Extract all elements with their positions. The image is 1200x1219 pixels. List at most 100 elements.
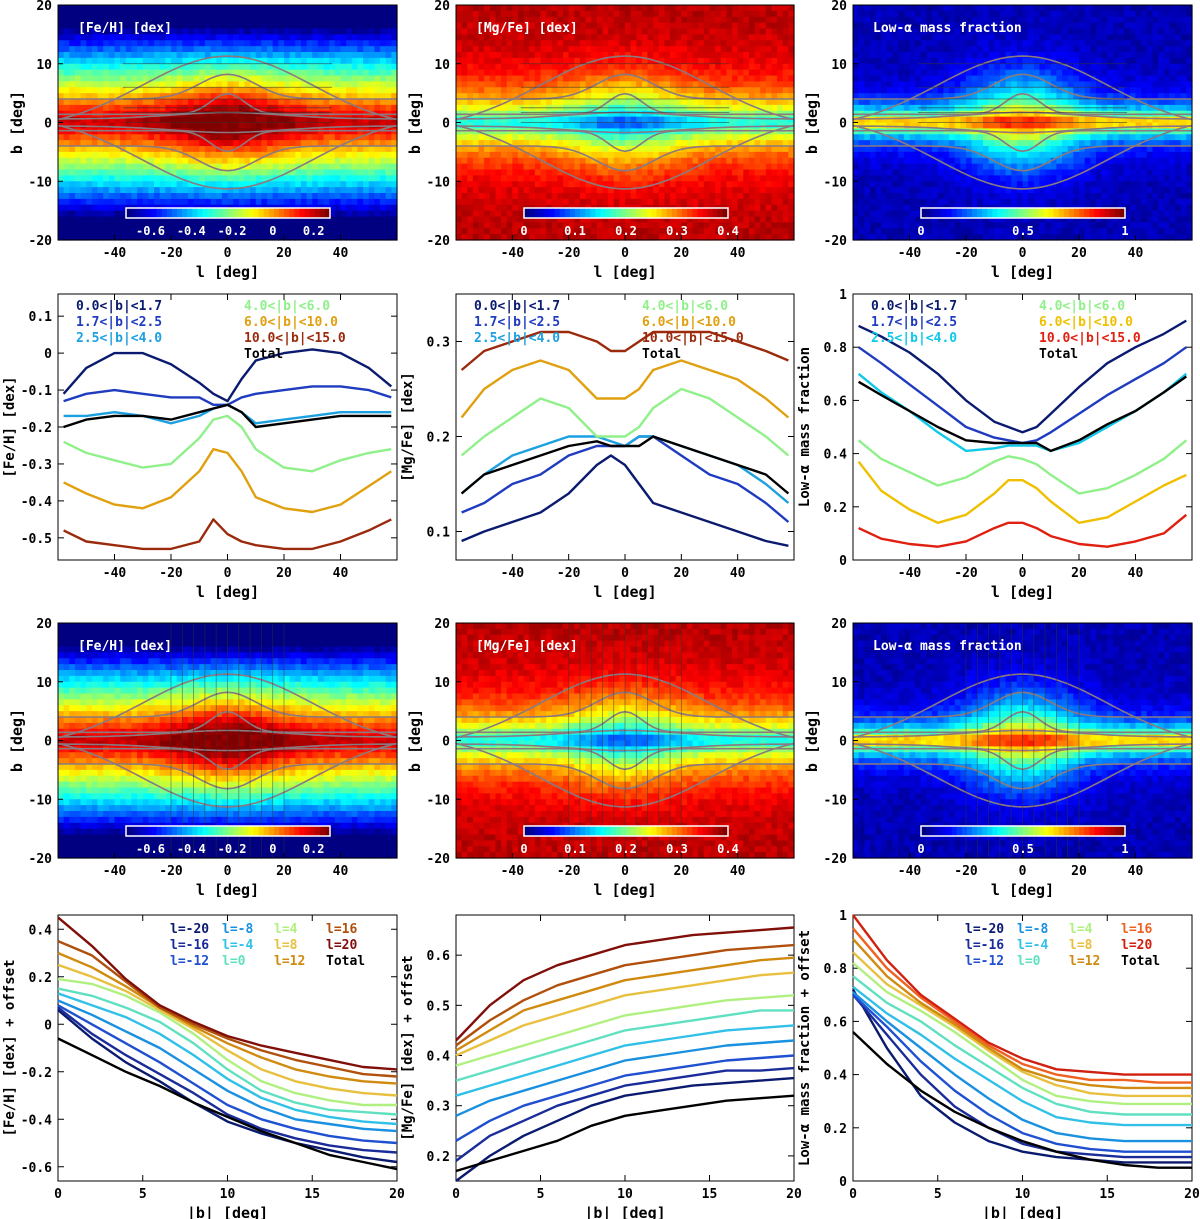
map-cell: [154, 64, 160, 70]
map-cell: [290, 158, 296, 164]
map-cell: [473, 134, 479, 140]
map-cell: [171, 29, 177, 35]
map-cell: [205, 123, 211, 129]
map-cell: [98, 199, 104, 205]
map-cell: [507, 187, 513, 193]
map-cell: [228, 34, 234, 40]
map-cell: [148, 134, 154, 140]
map-cell: [495, 117, 501, 123]
map-cell: [160, 181, 166, 187]
map-cell: [188, 199, 194, 205]
map-cell: [312, 34, 318, 40]
map-cell: [346, 46, 352, 52]
map-cell: [357, 181, 363, 187]
map-cell: [507, 58, 513, 64]
figure: [Fe/H] [dex]-0.6 -0.4 -0.2 0 0.2-40 -20 0 20 402…: [0, 0, 1200, 1219]
map-cell: [177, 11, 183, 17]
map-cell: [563, 181, 569, 187]
map-cell: [529, 146, 535, 152]
map-cell: [374, 228, 380, 234]
map-cell: [267, 23, 273, 29]
map-cell: [211, 11, 217, 17]
map-cell: [233, 87, 239, 93]
map-cell: [165, 99, 171, 105]
map-cell: [346, 64, 352, 70]
map-cell: [69, 164, 75, 170]
map-cell: [222, 175, 228, 181]
map-cell: [507, 46, 513, 52]
map-cell: [177, 158, 183, 164]
map-cell: [329, 181, 335, 187]
map-cell: [148, 46, 154, 52]
map-cell: [352, 46, 358, 52]
map-cell: [346, 217, 352, 223]
map-cell: [386, 46, 392, 52]
map-cell: [239, 111, 245, 117]
map-cell: [267, 140, 273, 146]
map-cell: [529, 181, 535, 187]
map-cell: [92, 58, 98, 64]
map-cell: [467, 11, 473, 17]
map-cell: [352, 158, 358, 164]
map-cell: [507, 152, 513, 158]
map-cell: [205, 87, 211, 93]
y-tick-label: 20: [36, 0, 52, 14]
map-cell: [109, 64, 115, 70]
map-cell: [456, 29, 462, 35]
map-cell: [374, 117, 380, 123]
map-cell: [346, 228, 352, 234]
map-cell: [98, 11, 104, 17]
map-cell: [244, 152, 250, 158]
map-cell: [58, 164, 64, 170]
map-cell: [278, 181, 284, 187]
map-cell: [307, 187, 313, 193]
map-cell: [244, 170, 250, 176]
map-cell: [352, 211, 358, 217]
map-cell: [98, 211, 104, 217]
map-cell: [182, 46, 188, 52]
map-cell: [160, 152, 166, 158]
map-cell: [256, 29, 262, 35]
map-cell: [318, 187, 324, 193]
map-cell: [81, 152, 87, 158]
map-cell: [222, 128, 228, 134]
map-cell: [256, 146, 262, 152]
map-cell: [301, 64, 307, 70]
map-cell: [154, 187, 160, 193]
map-cell: [69, 34, 75, 40]
map-cell: [137, 52, 143, 58]
map-cell: [467, 5, 473, 11]
map-cell: [86, 64, 92, 70]
map-cell: [341, 228, 347, 234]
y-tick-label: -10: [29, 175, 53, 190]
map-cell: [369, 87, 375, 93]
map-cell: [363, 193, 369, 199]
map-cell: [374, 34, 380, 40]
map-cell: [256, 164, 262, 170]
map-cell: [462, 175, 468, 181]
map-cell: [374, 205, 380, 211]
map-cell: [501, 164, 507, 170]
map-cell: [363, 152, 369, 158]
map-cell: [160, 158, 166, 164]
map-cell: [456, 152, 462, 158]
map-cell: [512, 205, 518, 211]
map-cell: [233, 134, 239, 140]
map-cell: [278, 5, 284, 11]
map-cell: [312, 170, 318, 176]
map-cell: [261, 40, 267, 46]
map-cell: [524, 199, 530, 205]
map-cell: [479, 170, 485, 176]
map-cell: [109, 123, 115, 129]
map-cell: [352, 146, 358, 152]
map-cell: [211, 152, 217, 158]
map-cell: [228, 23, 234, 29]
map-cell: [541, 199, 547, 205]
map-cell: [479, 228, 485, 234]
map-cell: [518, 175, 524, 181]
map-cell: [569, 123, 575, 129]
map-cell: [369, 105, 375, 111]
map-cell: [160, 193, 166, 199]
map-cell: [580, 5, 586, 11]
map-cell: [484, 52, 490, 58]
